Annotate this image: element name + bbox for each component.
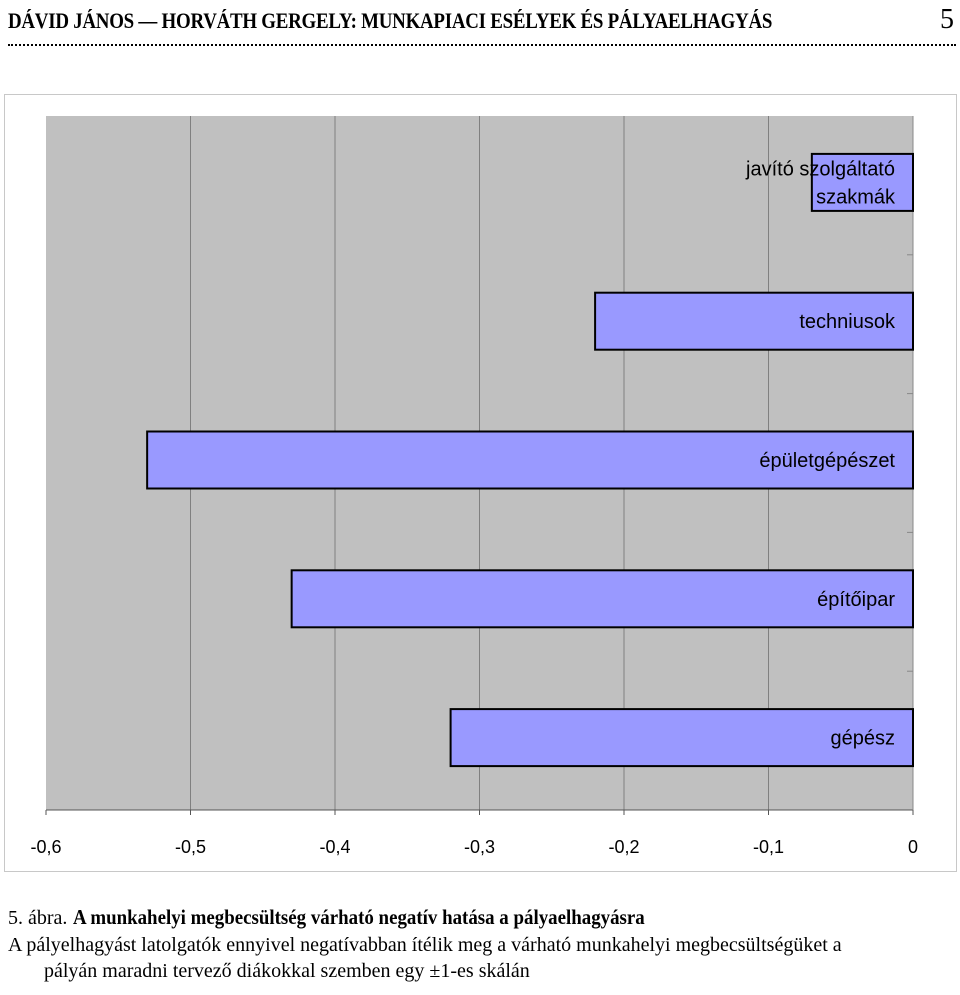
x-tick-label-6: 0 [908,837,918,857]
chart-frame [4,94,957,872]
bar-3 [290,569,914,629]
figure-title: A munkahelyi megbecsültség várható negat… [72,905,645,929]
x-tick-label-0: -0,6 [30,837,61,857]
bar-0 [810,152,914,212]
caption-title-line: 5. ábra. A munkahelyi megbecsültség várh… [8,905,958,930]
x-tick-label-5: -0,1 [753,837,784,857]
category-label-3: építőipar [817,589,895,611]
x-tick-label-2: -0,4 [319,837,350,857]
page-header: DÁVID JÁNOS — HORVÁTH GERGELY: MUNKAPIAC… [8,4,956,46]
category-label-0-line-1: szakmák [816,186,896,208]
description-line-1: A pályelhagyást latolgatók ennyivel nega… [8,934,842,956]
x-tick-label-1: -0,5 [175,837,206,857]
bar-4 [449,708,914,768]
category-label-0-line-0: javító szolgáltató [745,158,895,180]
bar-1 [594,291,914,351]
bar-chart: -0,6 -0,5 -0,4 -0,3 -0,2 -0,1 0 javító szolgált… [30,116,918,857]
bar-2 [146,430,914,490]
figure-caption: 5. ábra. A munkahelyi megbecsültség várh… [8,905,958,984]
figure-label: 5. ábra. [8,907,68,929]
category-label-1: techniusok [799,311,896,333]
running-title: DÁVID JÁNOS — HORVÁTH GERGELY: MUNKAPIAC… [8,8,773,33]
header-divider [8,44,956,46]
category-label-4: gépész [831,728,896,750]
page-number: 5 [940,4,954,35]
description-line-2: pályán maradni tervező diákokkal szemben… [44,960,530,982]
figure-description: A pályelhagyást latolgatók ennyivel nega… [8,932,958,984]
x-tick-label-4: -0,2 [608,837,639,857]
x-tick-label-3: -0,3 [464,837,495,857]
category-label-2: épületgépészet [759,450,895,472]
